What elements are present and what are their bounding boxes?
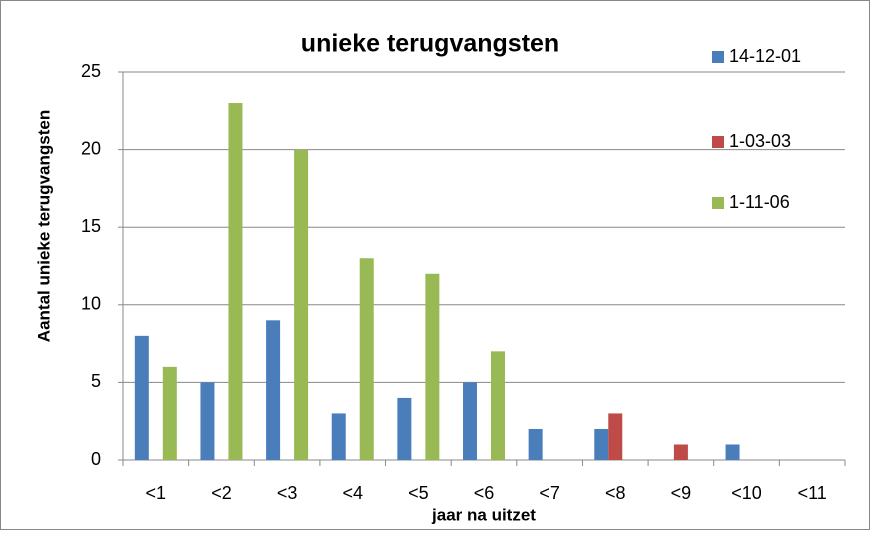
bar <box>463 382 477 460</box>
bar <box>594 428 609 460</box>
x-tick-label: <11 <box>798 483 827 503</box>
x-tick-label: <10 <box>731 483 762 503</box>
x-tick-label: <7 <box>539 483 560 503</box>
legend-swatch <box>712 51 724 63</box>
x-tick-label: <2 <box>211 483 232 503</box>
bar <box>266 320 281 460</box>
y-axis-label: Aantal unieke terugvangsten <box>34 110 53 342</box>
bar <box>725 444 740 460</box>
x-tick-label: <8 <box>605 483 626 503</box>
bar <box>331 413 346 460</box>
bar <box>491 351 505 460</box>
y-tick-label: 20 <box>81 138 101 158</box>
x-tick-label: <1 <box>146 483 167 503</box>
x-tick-label: <5 <box>408 483 429 503</box>
x-axis-label: jaar na uitzet <box>431 505 536 524</box>
bar <box>528 428 543 460</box>
x-tick-label: <6 <box>474 483 495 503</box>
legend-label: 14-12-01 <box>729 46 801 66</box>
bar <box>673 444 688 460</box>
bar <box>425 273 440 460</box>
bar <box>228 103 243 460</box>
chart-title: unieke terugvangsten <box>301 30 559 58</box>
legend-swatch <box>712 197 724 209</box>
x-tick-label: <4 <box>342 483 363 503</box>
bar <box>397 397 412 460</box>
x-tick-label: <9 <box>671 483 692 503</box>
bar <box>359 258 374 460</box>
legend-swatch <box>712 136 724 148</box>
y-tick-label: 10 <box>81 294 101 314</box>
bar <box>294 149 309 460</box>
x-tick-label: <3 <box>277 483 298 503</box>
y-tick-label: 0 <box>91 449 101 469</box>
legend-label: 1-11-06 <box>729 192 790 212</box>
y-tick-label: 25 <box>81 61 101 81</box>
legend-label: 1-03-03 <box>729 131 791 151</box>
bar <box>200 382 215 460</box>
bar <box>134 335 149 460</box>
y-tick-label: 15 <box>81 216 101 236</box>
bar <box>608 413 623 460</box>
bar <box>162 366 177 460</box>
y-tick-label: 5 <box>91 371 101 391</box>
